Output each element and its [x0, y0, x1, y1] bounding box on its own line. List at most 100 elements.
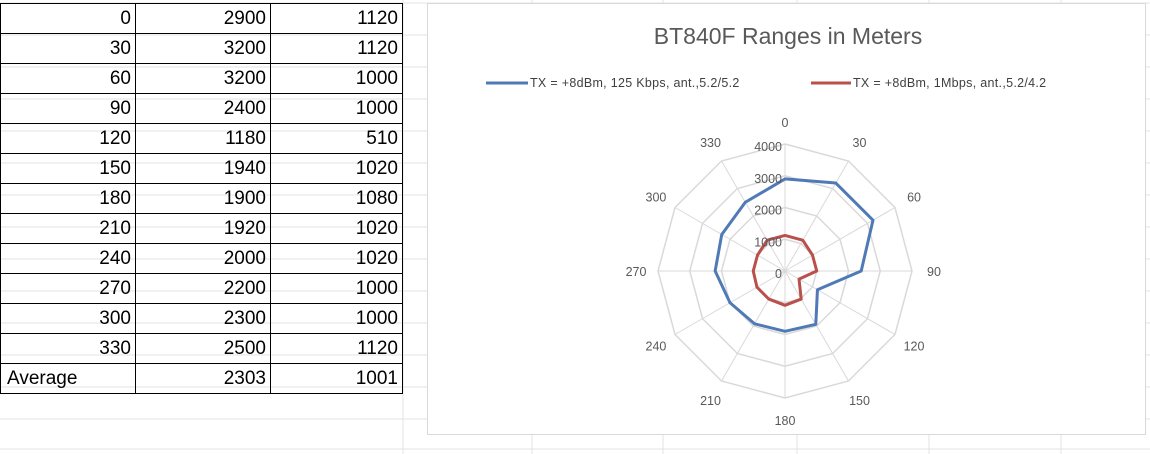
series-1-point — [834, 181, 837, 185]
range-125kbps-cell[interactable]: 1900 — [135, 183, 271, 214]
range-1mbps-cell[interactable]: 1020 — [270, 213, 403, 244]
legend-label-series-2: TX = +8dBm, 1Mbps, ant.,5.2/4.2 — [853, 76, 1046, 90]
chart-title: BT840F Ranges in Meters — [654, 23, 922, 49]
range-1mbps-cell[interactable]: 1120 — [270, 3, 403, 34]
range-125kbps-cell[interactable]: 2400 — [135, 93, 271, 124]
radar-series — [713, 177, 875, 333]
range-1mbps-cell[interactable]: 1000 — [270, 93, 403, 124]
series-1-point — [744, 201, 747, 204]
range-1mbps-cell[interactable]: 1020 — [270, 153, 403, 184]
range-1mbps-cell[interactable]: 1000 — [270, 303, 403, 334]
table-row: 60 3200 1000 — [0, 63, 403, 94]
range-125kbps-cell[interactable]: 3200 — [135, 63, 271, 94]
average-125kbps-cell[interactable]: 2303 — [135, 363, 271, 394]
category-label: 90 — [927, 265, 941, 279]
range-1mbps-cell[interactable]: 510 — [270, 123, 403, 154]
range-1mbps-cell[interactable]: 1000 — [270, 273, 403, 304]
category-label: 270 — [626, 265, 647, 279]
series-2-point — [767, 297, 771, 301]
range-1mbps-cell[interactable]: 1120 — [270, 33, 403, 64]
angle-cell[interactable]: 330 — [0, 333, 136, 364]
radial-tick-label: 1000 — [754, 235, 782, 249]
range-125kbps-cell[interactable]: 2900 — [135, 3, 271, 34]
range-1mbps-cell[interactable]: 1120 — [270, 333, 403, 364]
radar-ring — [688, 174, 882, 368]
range-125kbps-cell[interactable]: 3200 — [135, 33, 271, 64]
series-2-point — [756, 253, 759, 257]
radial-tick-label: 4000 — [754, 140, 782, 154]
series-2-point — [755, 285, 759, 289]
category-label: 0 — [782, 116, 789, 130]
category-label: 120 — [904, 340, 925, 354]
series-2-point — [752, 269, 755, 273]
series-1-point — [753, 322, 756, 325]
average-row: Average 2303 1001 — [0, 363, 403, 394]
radar-chart[interactable]: BT840F Ranges in Meters TX = +8dBm, 125 … — [427, 3, 1146, 435]
category-label: 210 — [700, 394, 721, 408]
radial-tick-label: 3000 — [754, 172, 782, 186]
table-row: 210 1920 1020 — [0, 213, 403, 244]
category-label: 240 — [646, 340, 667, 354]
series-2-point — [783, 234, 787, 237]
series-2-point — [797, 277, 801, 281]
category-label: 60 — [907, 191, 921, 205]
range-125kbps-cell[interactable]: 2200 — [135, 273, 271, 304]
range-125kbps-cell[interactable]: 1920 — [135, 213, 271, 244]
radar-labels: 0100020003000400003060901201501802102402… — [626, 116, 941, 428]
average-label-cell[interactable]: Average — [0, 363, 136, 394]
category-label: 150 — [849, 394, 870, 408]
radar-chart-canvas: BT840F Ranges in Meters TX = +8dBm, 125 … — [486, 23, 1046, 428]
angle-cell[interactable]: 240 — [0, 243, 136, 274]
table-row: 150 1940 1020 — [0, 153, 403, 184]
angle-cell[interactable]: 300 — [0, 303, 136, 334]
series-2-point — [801, 239, 804, 242]
angle-cell[interactable]: 90 — [0, 93, 136, 124]
category-label: 330 — [700, 136, 721, 150]
radar-ring — [657, 143, 913, 399]
series-1-point — [814, 323, 817, 326]
series-1-point — [713, 269, 717, 273]
category-label: 30 — [853, 136, 867, 150]
series-1-point — [871, 219, 875, 222]
angle-cell[interactable]: 210 — [0, 213, 136, 244]
angle-cell[interactable]: 0 — [0, 3, 136, 34]
angle-cell[interactable]: 30 — [0, 33, 136, 64]
table-row: 180 1900 1080 — [0, 183, 403, 214]
angle-cell[interactable]: 120 — [0, 123, 136, 154]
series-1-point — [720, 233, 723, 236]
range-1mbps-cell[interactable]: 1000 — [270, 63, 403, 94]
table-row: 30 3200 1120 — [0, 33, 403, 64]
series-1-point — [728, 301, 732, 304]
table-row: 240 2000 1020 — [0, 243, 403, 274]
angle-cell[interactable]: 150 — [0, 153, 136, 184]
table-row: 270 2200 1000 — [0, 273, 403, 304]
range-125kbps-cell[interactable]: 2000 — [135, 243, 271, 274]
series-1-point — [783, 330, 787, 333]
table-row: 300 2300 1000 — [0, 303, 403, 334]
range-125kbps-cell[interactable]: 2500 — [135, 333, 271, 364]
series-2-point — [811, 253, 814, 257]
radar-ring — [720, 206, 850, 336]
series-2-point — [815, 269, 818, 273]
radar-grid — [657, 143, 913, 399]
angle-cell[interactable]: 270 — [0, 273, 136, 304]
radial-tick-label: 0 — [775, 267, 782, 281]
average-1mbps-cell[interactable]: 1001 — [270, 363, 403, 394]
table-row: 0 2900 1120 — [0, 3, 403, 34]
range-1mbps-cell[interactable]: 1020 — [270, 243, 403, 274]
category-label: 180 — [775, 414, 796, 428]
table-row: 120 1180 510 — [0, 123, 403, 154]
series-1-point — [816, 288, 819, 291]
series-1-point — [783, 177, 787, 181]
range-125kbps-cell[interactable]: 2300 — [135, 303, 271, 334]
range-data-table: 0 2900 1120 30 3200 1120 60 3200 1000 90 2400 1000 1… — [0, 3, 403, 394]
category-label: 300 — [646, 191, 667, 205]
angle-cell[interactable]: 60 — [0, 63, 136, 94]
series-2-point — [783, 304, 787, 307]
series-2-point — [766, 239, 769, 242]
range-125kbps-cell[interactable]: 1940 — [135, 153, 271, 184]
legend-label-series-1: TX = +8dBm, 125 Kbps, ant.,5.2/5.2 — [530, 76, 740, 90]
angle-cell[interactable]: 180 — [0, 183, 136, 214]
range-125kbps-cell[interactable]: 1180 — [135, 123, 271, 154]
range-1mbps-cell[interactable]: 1080 — [270, 183, 403, 214]
